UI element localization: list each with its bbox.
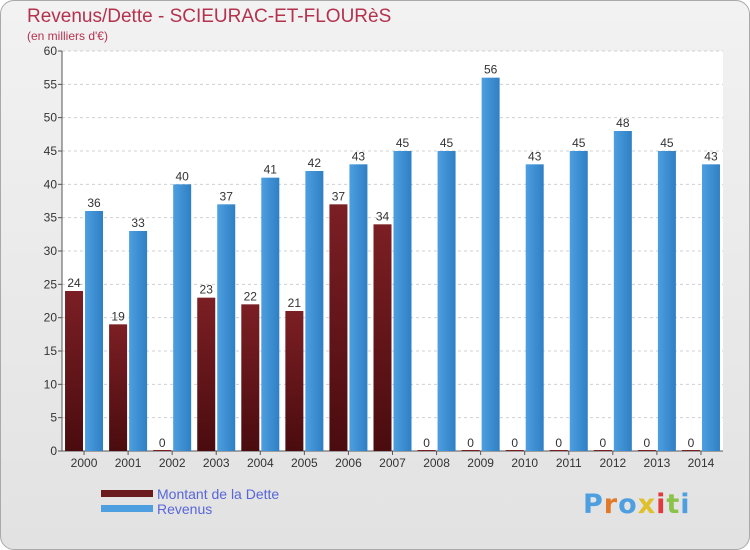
data-label-debt: 0 xyxy=(555,436,562,450)
legend-item-revenue: Revenus xyxy=(101,500,279,517)
legend-label-revenue: Revenus xyxy=(157,500,213,517)
y-tick-label: 15 xyxy=(44,344,58,358)
logo-letter: t xyxy=(666,489,681,520)
bar-debt-2005 xyxy=(285,311,304,451)
x-tick-label: 2004 xyxy=(247,456,274,470)
data-label-revenue: 45 xyxy=(572,136,586,150)
y-tick-label: 60 xyxy=(44,44,58,58)
logo-letter: P xyxy=(583,489,604,520)
bar-revenue-2008 xyxy=(437,151,456,451)
data-label-revenue: 45 xyxy=(396,136,410,150)
bar-revenue-2003 xyxy=(217,204,236,451)
x-tick-label: 2003 xyxy=(203,456,230,470)
bar-revenue-2014 xyxy=(701,164,720,452)
legend-label-debt: Montant de la Dette xyxy=(157,485,280,502)
y-tick-label: 55 xyxy=(44,77,58,91)
data-label-revenue: 45 xyxy=(660,136,674,150)
x-tick-label: 2006 xyxy=(335,456,362,470)
x-tick-label: 2010 xyxy=(511,456,538,470)
bar-debt-2000 xyxy=(65,291,84,451)
logo-letter: i xyxy=(656,489,667,520)
data-label-debt: 37 xyxy=(332,189,346,203)
y-tick-label: 35 xyxy=(44,211,58,225)
data-label-debt: 0 xyxy=(423,436,430,450)
data-label-revenue: 43 xyxy=(704,149,718,163)
data-label-debt: 0 xyxy=(599,436,606,450)
logo-letter: r xyxy=(603,489,619,520)
bar-revenue-2012 xyxy=(613,131,632,451)
bar-revenue-2007 xyxy=(393,151,412,451)
y-tick-label: 40 xyxy=(44,177,58,191)
data-label-revenue: 48 xyxy=(616,116,630,130)
logo-letter: o xyxy=(618,489,638,520)
data-label-debt: 21 xyxy=(288,296,302,310)
x-tick-label: 2011 xyxy=(556,456,582,470)
x-tick-label: 2002 xyxy=(159,456,186,470)
data-label-revenue: 43 xyxy=(352,149,366,163)
legend: Montant de la Dette Revenus xyxy=(101,485,280,517)
bar-revenue-2010 xyxy=(525,164,544,452)
data-label-revenue: 40 xyxy=(175,169,189,183)
y-tick-label: 45 xyxy=(44,144,58,158)
chart-subtitle: (en milliers d'€) xyxy=(27,29,108,43)
data-label-revenue: 56 xyxy=(484,63,498,77)
data-label-debt: 22 xyxy=(244,289,258,303)
data-label-revenue: 41 xyxy=(264,163,278,177)
bar-debt-2001 xyxy=(109,324,128,451)
logo-letter: i xyxy=(680,489,691,520)
chart-title: Revenus/Dette - SCIEURAC-ET-FLOURèS xyxy=(27,6,392,27)
x-tick-label: 2000 xyxy=(71,456,98,470)
data-label-debt: 0 xyxy=(644,436,651,450)
x-tick-label: 2005 xyxy=(291,456,318,470)
data-label-debt: 23 xyxy=(200,283,214,297)
bar-debt-2004 xyxy=(241,304,260,451)
data-label-debt: 0 xyxy=(511,436,518,450)
bar-debt-2007 xyxy=(373,224,392,451)
bar-revenue-2011 xyxy=(569,151,588,451)
y-tick-label: 5 xyxy=(50,411,57,425)
data-label-debt: 34 xyxy=(376,209,390,223)
data-label-revenue: 33 xyxy=(131,216,145,230)
x-tick-label: 2001 xyxy=(115,456,142,470)
bar-revenue-2009 xyxy=(481,77,500,452)
data-label-revenue: 43 xyxy=(528,149,542,163)
x-tick-label: 2008 xyxy=(423,456,450,470)
data-label-revenue: 37 xyxy=(220,189,234,203)
x-tick-label: 2012 xyxy=(599,456,626,470)
data-label-debt: 0 xyxy=(467,436,474,450)
data-label-debt: 0 xyxy=(159,436,166,450)
x-tick-label: 2007 xyxy=(379,456,406,470)
bar-debt-2003 xyxy=(197,297,216,451)
y-tick-label: 20 xyxy=(44,311,58,325)
logo-letter: x xyxy=(637,489,657,520)
x-tick-label: 2009 xyxy=(467,456,494,470)
y-tick-label: 30 xyxy=(44,244,58,258)
bar-revenue-2001 xyxy=(129,231,148,451)
legend-swatch-debt xyxy=(101,490,153,497)
data-label-debt: 19 xyxy=(111,309,125,323)
data-label-revenue: 42 xyxy=(308,156,322,170)
x-tick-label: 2014 xyxy=(688,456,715,470)
bar-debt-2006 xyxy=(329,204,348,451)
bar-revenue-2013 xyxy=(657,151,676,451)
bar-revenue-2006 xyxy=(349,164,368,452)
y-tick-label: 50 xyxy=(44,111,58,125)
data-label-revenue: 45 xyxy=(440,136,454,150)
proxiti-logo: Proxiti xyxy=(583,489,691,520)
legend-swatch-revenue xyxy=(101,505,153,512)
y-tick-label: 0 xyxy=(50,444,57,458)
legend-item-debt: Montant de la Dette xyxy=(101,485,280,502)
data-label-revenue: 36 xyxy=(87,196,101,210)
data-label-debt: 0 xyxy=(688,436,695,450)
bar-revenue-2005 xyxy=(305,171,324,451)
bar-revenue-2004 xyxy=(261,177,280,451)
bar-revenue-2000 xyxy=(85,211,104,451)
data-label-debt: 24 xyxy=(67,276,81,290)
y-tick-label: 25 xyxy=(44,277,58,291)
y-tick-label: 10 xyxy=(44,377,58,391)
bar-revenue-2002 xyxy=(173,184,192,452)
x-tick-label: 2013 xyxy=(644,456,671,470)
